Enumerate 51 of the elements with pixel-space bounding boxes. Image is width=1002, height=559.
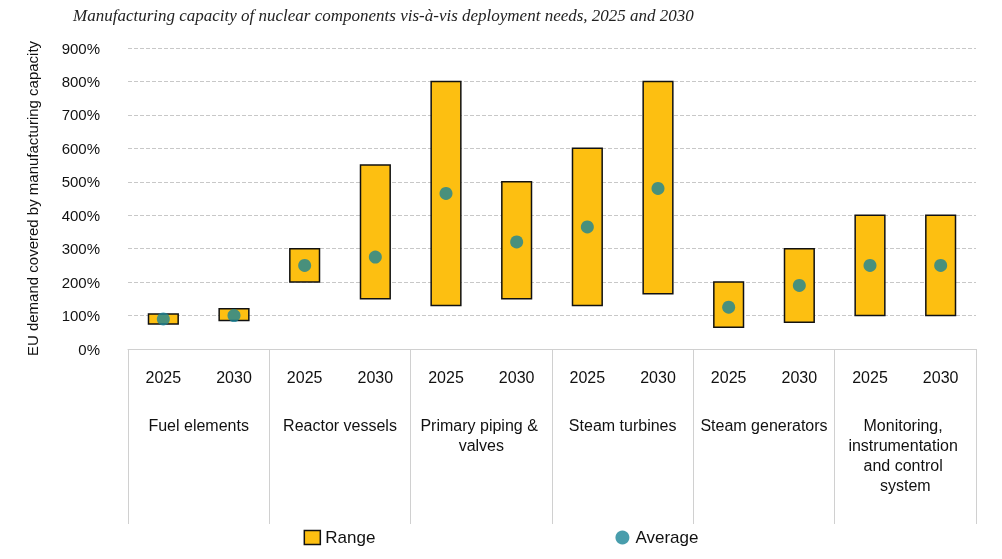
x-tick-label: 2030: [640, 368, 676, 386]
chart-title: Manufacturing capacity of nuclear components vis-à-vis deployment needs, 2025 and 2030: [72, 6, 695, 25]
bar: [713, 281, 745, 329]
bar: [925, 214, 957, 317]
text: Steam turbines: [568, 416, 677, 434]
text: Primary piping & valves: [420, 416, 543, 454]
legend-label: Range: [325, 528, 376, 547]
x-tick-label: 2025: [569, 368, 606, 386]
y-tick-label: 100%: [61, 307, 100, 325]
bar: [501, 181, 533, 300]
point: [439, 186, 453, 200]
point: [580, 220, 594, 234]
y-tick-label: 200%: [61, 273, 100, 291]
y-tick-label: 300%: [61, 240, 100, 258]
y-tick-label: 400%: [61, 206, 100, 224]
point: [368, 250, 382, 264]
y-axis-title: EU demand covered by manufacturing capacity: [24, 40, 41, 357]
point: [510, 235, 524, 249]
y-tick-label: 500%: [61, 173, 100, 191]
y-tick-label: 600%: [61, 139, 100, 157]
y-tick-label: 900%: [61, 39, 100, 57]
x-tick-label: 2030: [781, 368, 818, 386]
text: Monitoring, instrumentation and control system: [848, 416, 963, 494]
point: [227, 309, 241, 323]
legend-label: Average: [635, 528, 699, 547]
x-tick-label: 2025: [286, 368, 323, 386]
x-tick-label: 2030: [216, 368, 252, 386]
y-tick-label: 0%: [78, 340, 100, 358]
x-tick-label: 2025: [145, 368, 182, 386]
bar: [571, 147, 603, 307]
y-tick-label: 700%: [61, 106, 100, 124]
point: [651, 181, 665, 195]
x-tick-label: 2025: [852, 368, 888, 386]
point: [156, 312, 170, 326]
bar: [783, 247, 815, 323]
bar: [854, 214, 886, 317]
point: [934, 258, 948, 272]
x-tick-label: 2030: [922, 368, 959, 386]
text: Reactor vessels: [283, 416, 397, 434]
bar: [430, 80, 462, 307]
text: Fuel elements: [148, 416, 249, 434]
x-tick-label: 2025: [428, 368, 464, 386]
x-tick-label: 2025: [710, 368, 747, 386]
x-tick-label: 2030: [357, 368, 394, 386]
y-tick-label: 800%: [61, 72, 100, 90]
text: Steam generators: [700, 416, 828, 434]
point: [863, 258, 877, 272]
point: [792, 278, 806, 292]
bar: [359, 164, 391, 300]
bar: [642, 80, 674, 295]
x-tick-label: 2030: [498, 368, 535, 386]
